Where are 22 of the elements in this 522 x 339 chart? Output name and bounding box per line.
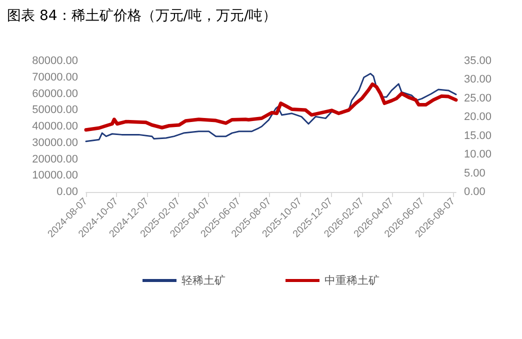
y2-tick-label: 20.00 — [464, 111, 492, 124]
y-tick-label: 40000.00 — [32, 120, 78, 132]
legend-label: 中重稀土矿 — [324, 274, 380, 287]
y2-tick-label: 5.00 — [464, 167, 486, 180]
y-tick-label: 50000.00 — [32, 104, 78, 116]
y2-tick-label: 35.00 — [464, 55, 492, 67]
line-series — [85, 72, 457, 142]
y2-tick-label: 15.00 — [464, 130, 492, 142]
y-tick-label: 80000.00 — [32, 55, 78, 67]
y-tick-label: 70000.00 — [32, 71, 78, 84]
y-tick-label: 0.00 — [56, 186, 78, 198]
y2-tick-label: 10.00 — [464, 148, 492, 161]
y2-tick-label: 25.00 — [464, 92, 492, 104]
y2-tick-label: 30.00 — [464, 74, 492, 86]
y-tick-label: 20000.00 — [32, 153, 78, 166]
y-tick-label: 30000.00 — [32, 136, 78, 149]
legend-label: 轻稀土矿 — [182, 274, 226, 287]
chart-title: 图表 84：稀土矿价格（万元/吨，万元/吨） — [7, 8, 277, 24]
y-tick-label: 60000.00 — [32, 88, 78, 100]
y-tick-label: 10000.00 — [32, 170, 78, 182]
line-series — [84, 82, 458, 132]
y2-tick-label: 0.00 — [464, 186, 486, 198]
